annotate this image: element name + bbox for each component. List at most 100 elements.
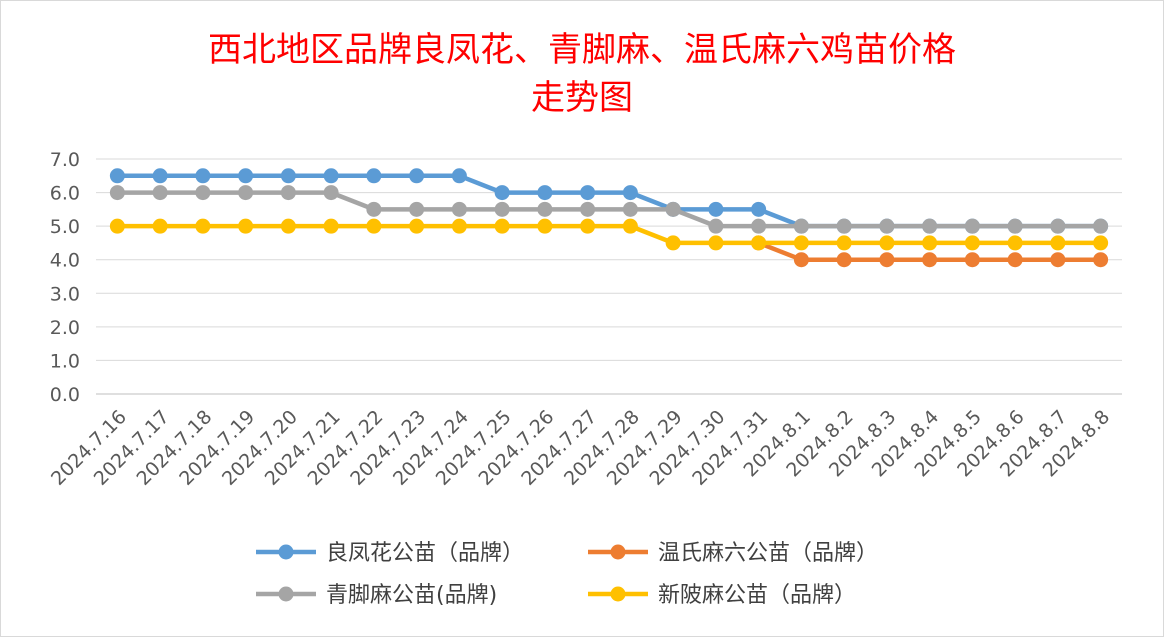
data-point xyxy=(836,218,852,234)
data-point xyxy=(451,201,467,217)
series-line xyxy=(117,223,1101,246)
legend-item-2: 温氏麻六公苗（品牌） xyxy=(588,541,878,566)
data-point xyxy=(836,235,852,251)
data-point xyxy=(409,168,425,184)
data-point xyxy=(580,218,596,234)
data-point xyxy=(451,168,467,184)
legend-label: 青脚麻公苗(品牌) xyxy=(326,583,497,608)
data-point xyxy=(580,201,596,217)
data-point xyxy=(1007,252,1023,268)
chart-title: 西北地区品牌良凤花、青脚麻、温氏麻六鸡苗价格 走势图 xyxy=(0,26,1164,122)
legend-item-3: 青脚麻公苗(品牌) xyxy=(256,583,497,608)
data-point xyxy=(1093,218,1109,234)
data-point xyxy=(366,201,382,217)
data-point xyxy=(494,201,510,217)
data-point xyxy=(323,218,339,234)
data-point xyxy=(793,252,809,268)
series-line xyxy=(117,190,1101,229)
series-3 xyxy=(109,185,1109,234)
y-tick-label: 4.0 xyxy=(50,250,80,272)
data-point xyxy=(1050,235,1066,251)
legend-swatch-marker xyxy=(278,586,294,602)
data-point xyxy=(665,235,681,251)
data-point xyxy=(280,168,296,184)
legend-item-4: 新陂麻公苗（品牌） xyxy=(588,583,856,608)
data-point xyxy=(1050,218,1066,234)
y-axis: 0.0 1.0 2.0 3.0 4.0 5.0 6.0 7.0 xyxy=(50,149,80,406)
data-point xyxy=(537,218,553,234)
data-point xyxy=(366,218,382,234)
data-point xyxy=(922,218,938,234)
data-point xyxy=(922,252,938,268)
data-point xyxy=(451,218,467,234)
data-point xyxy=(751,218,767,234)
data-point xyxy=(964,218,980,234)
legend-label: 温氏麻六公苗（品牌） xyxy=(658,541,878,566)
data-point xyxy=(323,168,339,184)
data-point xyxy=(580,185,596,201)
series-group xyxy=(109,168,1109,268)
y-tick-label: 5.0 xyxy=(50,216,80,238)
data-point xyxy=(879,218,895,234)
data-point xyxy=(708,235,724,251)
legend-swatch-marker xyxy=(610,544,626,560)
data-point xyxy=(323,185,339,201)
data-point xyxy=(1007,235,1023,251)
data-point xyxy=(109,185,125,201)
series-1 xyxy=(109,168,1109,234)
data-point xyxy=(152,185,168,201)
data-point xyxy=(964,235,980,251)
data-point xyxy=(1007,218,1023,234)
data-point xyxy=(152,218,168,234)
data-point xyxy=(238,168,254,184)
data-point xyxy=(622,185,638,201)
data-point xyxy=(195,218,211,234)
data-point xyxy=(751,201,767,217)
data-point xyxy=(836,252,852,268)
data-point xyxy=(622,201,638,217)
data-point xyxy=(1093,252,1109,268)
data-point xyxy=(109,218,125,234)
legend: 良凤花公苗（品牌） 温氏麻六公苗（品牌） 青脚麻公苗(品牌) 新陂麻公苗（品牌） xyxy=(256,541,878,608)
data-point xyxy=(537,201,553,217)
data-point xyxy=(537,185,553,201)
data-point xyxy=(494,185,510,201)
data-point xyxy=(879,235,895,251)
data-point xyxy=(195,168,211,184)
data-point xyxy=(195,185,211,201)
y-tick-label: 3.0 xyxy=(50,283,80,305)
series-4 xyxy=(109,218,1109,251)
legend-label: 新陂麻公苗（品牌） xyxy=(658,583,856,608)
data-point xyxy=(1050,252,1066,268)
data-point xyxy=(152,168,168,184)
data-point xyxy=(280,185,296,201)
data-point xyxy=(964,252,980,268)
y-tick-label: 0.0 xyxy=(50,384,80,406)
y-tick-label: 7.0 xyxy=(50,149,80,171)
data-point xyxy=(622,218,638,234)
data-point xyxy=(708,218,724,234)
legend-item-1: 良凤花公苗（品牌） xyxy=(256,541,524,566)
data-point xyxy=(238,185,254,201)
data-point xyxy=(109,168,125,184)
y-tick-label: 2.0 xyxy=(50,317,80,339)
data-point xyxy=(366,168,382,184)
data-point xyxy=(751,235,767,251)
y-tick-label: 1.0 xyxy=(50,350,80,372)
legend-swatch-marker xyxy=(610,586,626,602)
data-point xyxy=(409,218,425,234)
series-line xyxy=(117,173,1101,229)
data-point xyxy=(879,252,895,268)
legend-label: 良凤花公苗（品牌） xyxy=(326,541,524,566)
series-2 xyxy=(751,235,1109,268)
x-axis: 2024.7.162024.7.172024.7.182024.7.192024… xyxy=(47,406,1114,490)
data-point xyxy=(793,235,809,251)
legend-swatch-marker xyxy=(278,544,294,560)
data-point xyxy=(280,218,296,234)
data-point xyxy=(708,201,724,217)
data-point xyxy=(1093,235,1109,251)
chart-subtitle: 走势图 xyxy=(531,78,633,118)
chart-title-line-1: 西北地区品牌良凤花、青脚麻、温氏麻六鸡苗价格 xyxy=(208,30,956,70)
